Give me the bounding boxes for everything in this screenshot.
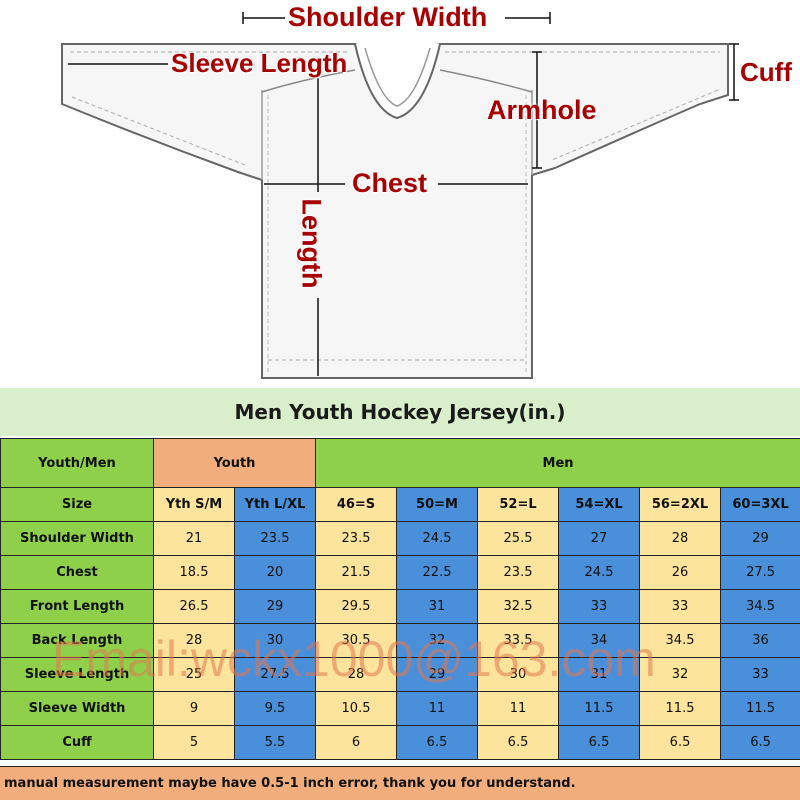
- value-cell: 31: [558, 657, 641, 692]
- size-cell: 50=M: [396, 487, 479, 522]
- size-cell: 52=L: [477, 487, 560, 522]
- value-cell: 24.5: [396, 521, 479, 556]
- value-cell: 20: [233, 555, 317, 590]
- value-cell: 29.5: [315, 589, 398, 624]
- group-label-cell: Youth/Men: [0, 438, 154, 488]
- length-label: Length: [296, 198, 327, 289]
- value-cell: 6.5: [396, 725, 479, 760]
- value-cell: 28: [315, 657, 398, 692]
- armhole-label: Armhole: [487, 95, 597, 125]
- value-cell: 6: [315, 725, 398, 760]
- value-cell: 5: [153, 725, 235, 760]
- size-cell: 46=S: [315, 487, 398, 522]
- youth-group-header: Youth: [152, 438, 317, 488]
- value-cell: 11: [477, 691, 560, 726]
- measurement-rows: Shoulder Width 21 23.5 23.5 24.5 25.5 27 28 29 Ch…: [0, 521, 800, 760]
- row-label-cell: Sleeve Length: [0, 657, 154, 692]
- value-cell: 34.5: [639, 623, 722, 658]
- value-cell: 11.5: [558, 691, 641, 726]
- table-title-bar: Men Youth Hockey Jersey(in.): [0, 388, 800, 436]
- value-cell: 11.5: [720, 691, 800, 726]
- table-row: Shoulder Width 21 23.5 23.5 24.5 25.5 27 28 29: [0, 521, 800, 556]
- value-cell: 23.5: [477, 555, 560, 590]
- value-cell: 21: [153, 521, 235, 556]
- value-cell: 6.5: [720, 725, 800, 760]
- table-row: Chest 18.5 20 21.5 22.5 23.5 24.5 26 27.5: [0, 555, 800, 590]
- size-row: Size Yth S/M Yth L/XL 46=S 50=M 52=L 54=…: [0, 487, 800, 522]
- value-cell: 32: [396, 623, 479, 658]
- table-row: Sleeve Width 9 9.5 10.5 11 11 11.5 11.5 11.5: [0, 691, 800, 726]
- size-cell: 60=3XL: [720, 487, 800, 522]
- value-cell: 33.5: [477, 623, 560, 658]
- value-cell: 30: [477, 657, 560, 692]
- value-cell: 6.5: [477, 725, 560, 760]
- value-cell: 28: [153, 623, 235, 658]
- chest-label: Chest: [352, 168, 428, 198]
- size-cell: Yth L/XL: [233, 487, 317, 522]
- value-cell: 32.5: [477, 589, 560, 624]
- value-cell: 34: [558, 623, 641, 658]
- value-cell: 34.5: [720, 589, 800, 624]
- value-cell: 24.5: [558, 555, 641, 590]
- value-cell: 32: [639, 657, 722, 692]
- table-row: Cuff 5 5.5 6 6.5 6.5 6.5 6.5 6.5: [0, 725, 800, 760]
- value-cell: 30.5: [315, 623, 398, 658]
- measurement-note: manual measurement maybe have 0.5-1 inch…: [0, 766, 800, 800]
- shoulder-width-label: Shoulder Width: [288, 2, 488, 32]
- value-cell: 27.5: [233, 657, 317, 692]
- value-cell: 29: [720, 521, 800, 556]
- table-title: Men Youth Hockey Jersey(in.): [234, 400, 566, 424]
- value-cell: 25: [153, 657, 235, 692]
- table-row: Sleeve Length 25 27.5 28 29 30 31 32 33: [0, 657, 800, 692]
- cuff-label: Cuff: [740, 57, 792, 87]
- jersey-illustration: [61, 12, 739, 379]
- size-cell: 54=XL: [558, 487, 641, 522]
- value-cell: 9: [153, 691, 235, 726]
- value-cell: 33: [639, 589, 722, 624]
- value-cell: 25.5: [477, 521, 560, 556]
- size-cell: Yth S/M: [153, 487, 235, 522]
- jersey-measurement-diagram: Shoulder Width Sleeve Length Cuff Armhol…: [0, 0, 800, 388]
- value-cell: 27: [558, 521, 641, 556]
- value-cell: 29: [396, 657, 479, 692]
- collar: [354, 43, 441, 120]
- value-cell: 9.5: [233, 691, 317, 726]
- value-cell: 28: [639, 521, 722, 556]
- row-label-cell: Front Length: [0, 589, 154, 624]
- row-label-cell: Shoulder Width: [0, 521, 154, 556]
- group-header-row: Youth/Men Youth Men: [0, 438, 800, 488]
- men-group-header: Men: [315, 438, 800, 488]
- row-label-cell: Chest: [0, 555, 154, 590]
- row-label-cell: Sleeve Width: [0, 691, 154, 726]
- value-cell: 33: [558, 589, 641, 624]
- row-label-cell: Cuff: [0, 725, 154, 760]
- value-cell: 23.5: [315, 521, 398, 556]
- value-cell: 27.5: [720, 555, 800, 590]
- size-cell: 56=2XL: [639, 487, 722, 522]
- value-cell: 11.5: [639, 691, 722, 726]
- value-cell: 6.5: [558, 725, 641, 760]
- value-cell: 23.5: [233, 521, 317, 556]
- size-chart-table: Youth/Men Youth Men Size Yth S/M Yth L/X…: [0, 438, 800, 760]
- value-cell: 26: [639, 555, 722, 590]
- value-cell: 22.5: [396, 555, 479, 590]
- table-row: Back Length 28 30 30.5 32 33.5 34 34.5 36: [0, 623, 800, 658]
- value-cell: 6.5: [639, 725, 722, 760]
- value-cell: 18.5: [153, 555, 235, 590]
- value-cell: 26.5: [153, 589, 235, 624]
- value-cell: 36: [720, 623, 800, 658]
- size-label-cell: Size: [0, 487, 154, 522]
- value-cell: 31: [396, 589, 479, 624]
- value-cell: 21.5: [315, 555, 398, 590]
- value-cell: 11: [396, 691, 479, 726]
- value-cell: 30: [233, 623, 317, 658]
- value-cell: 33: [720, 657, 800, 692]
- value-cell: 5.5: [233, 725, 317, 760]
- row-label-cell: Back Length: [0, 623, 154, 658]
- sleeve-length-label: Sleeve Length: [171, 48, 348, 78]
- value-cell: 10.5: [315, 691, 398, 726]
- table-row: Front Length 26.5 29 29.5 31 32.5 33 33 34.5: [0, 589, 800, 624]
- value-cell: 29: [233, 589, 317, 624]
